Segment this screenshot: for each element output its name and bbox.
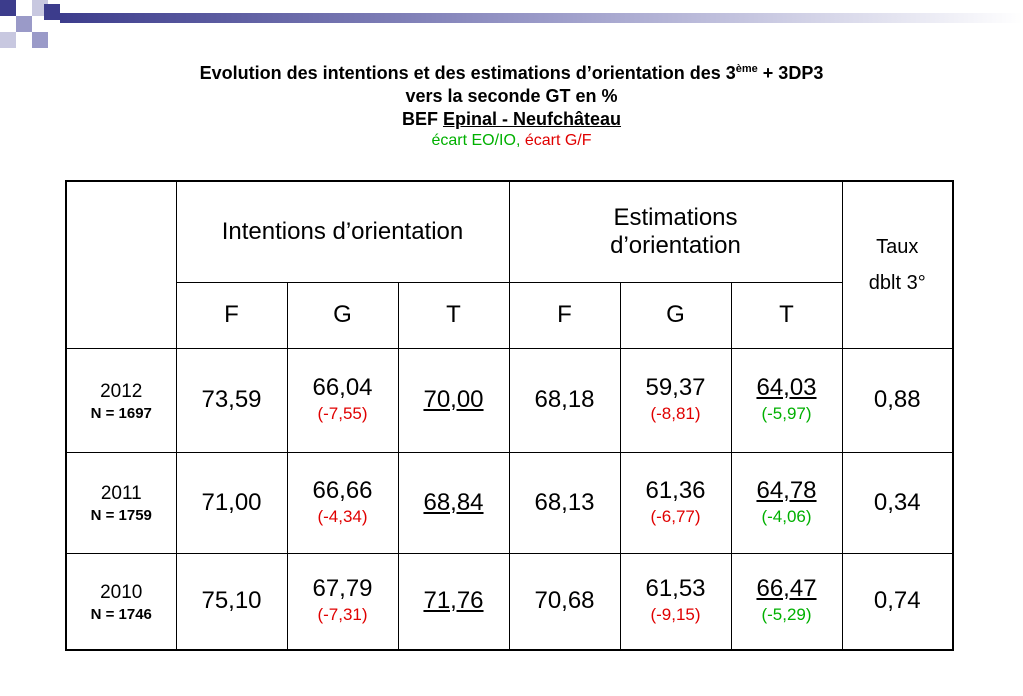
row-count: N = 1759	[90, 507, 152, 524]
group-header-text: Taux dblt 3°	[868, 235, 926, 294]
cell-note: (-4,06)	[761, 506, 812, 526]
cell-note: (-7,55)	[317, 404, 368, 423]
cell-value: 66,04	[312, 374, 373, 401]
title-text: Evolution des intentions et des estimati…	[199, 63, 736, 83]
cell-value: 61,36	[645, 476, 706, 504]
row-header: 2012 N = 1697	[65, 347, 177, 453]
cell: 61,36 (-6,77)	[619, 451, 732, 554]
cell: 71,00	[175, 451, 288, 554]
data-table: Intentions d’orientation Estimations d’o…	[65, 180, 954, 651]
decor	[32, 32, 48, 48]
group-header: Intentions d’orientation	[175, 180, 510, 283]
row-header: 2011 N = 1759	[65, 451, 177, 554]
cell-value: 0,74	[873, 587, 921, 615]
cell-value: 67,79	[312, 575, 373, 603]
cell: 64,78 (-4,06)	[730, 451, 843, 554]
cell-value: 70,68	[534, 587, 595, 615]
sub-header: F	[175, 281, 288, 349]
cell: 68,18	[508, 347, 621, 453]
cell: 59,37 (-8,81)	[619, 347, 732, 453]
cell: 71,76	[397, 552, 510, 651]
corner-cell	[65, 180, 177, 349]
cell: 68,84	[397, 451, 510, 554]
title-text: + 3DP3	[762, 63, 824, 83]
row-count: N = 1697	[90, 404, 152, 422]
cell: 70,68	[508, 552, 621, 651]
cell-value: 73,59	[201, 386, 262, 413]
row-header: 2010 N = 1746	[65, 552, 177, 651]
sub-header: T	[397, 281, 510, 349]
cell: 70,00	[397, 347, 510, 453]
cell: 0,88	[841, 347, 954, 453]
cell-value: 75,10	[201, 587, 262, 615]
decor	[44, 4, 60, 20]
cell-value: 64,78	[756, 476, 817, 504]
cell-note: (-8,81)	[650, 404, 701, 423]
cell-value: 64,03	[756, 374, 817, 401]
decor-bar	[60, 13, 1023, 23]
title-text: BEF	[401, 109, 438, 129]
cell-value: 70,00	[423, 386, 484, 413]
group-header-text: Estimations d’orientation	[610, 203, 741, 259]
cell: 66,66 (-4,34)	[286, 451, 399, 554]
cell: 73,59	[175, 347, 288, 453]
cell: 66,04 (-7,55)	[286, 347, 399, 453]
legend: écart EO/IO, écart G/F	[0, 131, 1023, 151]
decor	[0, 32, 16, 48]
row-year: 2011	[100, 483, 142, 504]
cell-note: (-5,97)	[761, 404, 812, 423]
cell-value: 59,37	[645, 374, 706, 401]
cell: 75,10	[175, 552, 288, 651]
title-line: vers la seconde GT en %	[405, 86, 618, 106]
row-year: 2010	[100, 581, 143, 603]
cell: 0,74	[841, 552, 954, 651]
cell: 67,79 (-7,31)	[286, 552, 399, 651]
cell: 66,47 (-5,29)	[730, 552, 843, 651]
cell-value: 66,66	[312, 476, 373, 504]
title-place: Epinal - Neufchâteau	[442, 109, 622, 129]
cell: 61,53 (-9,15)	[619, 552, 732, 651]
row-count: N = 1746	[90, 605, 152, 623]
title: Evolution des intentions et des estimati…	[0, 58, 1023, 151]
cell: 0,34	[841, 451, 954, 554]
cell-note: (-9,15)	[650, 605, 701, 625]
row-year: 2012	[100, 380, 143, 402]
title-sup: ème	[735, 63, 758, 75]
group-header: Taux dblt 3°	[841, 180, 954, 349]
cell-value: 0,34	[873, 488, 921, 516]
cell-note: (-6,77)	[650, 506, 701, 526]
cell: 68,13	[508, 451, 621, 554]
title-line: BEF Epinal - Neufchâteau	[0, 108, 1023, 131]
title-line: Evolution des intentions et des estimati…	[0, 58, 1023, 85]
sub-header: G	[286, 281, 399, 349]
cell-value: 68,18	[534, 386, 595, 413]
cell-value: 61,53	[645, 575, 706, 603]
sub-header: G	[619, 281, 732, 349]
cell-value: 68,13	[534, 488, 595, 516]
cell-value: 71,00	[201, 488, 262, 516]
cell-note: (-5,29)	[761, 605, 812, 625]
legend-red: écart G/F	[524, 132, 592, 149]
cell-value: 68,84	[423, 488, 484, 516]
cell-value: 66,47	[756, 575, 817, 603]
sub-header: T	[730, 281, 843, 349]
cell: 64,03 (-5,97)	[730, 347, 843, 453]
sub-header: F	[508, 281, 621, 349]
cell-note: (-7,31)	[317, 605, 368, 625]
cell-value: 0,88	[873, 386, 921, 413]
decor	[16, 16, 32, 32]
group-header: Estimations d’orientation	[508, 180, 843, 283]
cell-note: (-4,34)	[317, 506, 368, 526]
legend-green: écart EO/IO,	[431, 132, 521, 149]
cell-value: 71,76	[423, 587, 484, 615]
decor	[0, 0, 16, 16]
